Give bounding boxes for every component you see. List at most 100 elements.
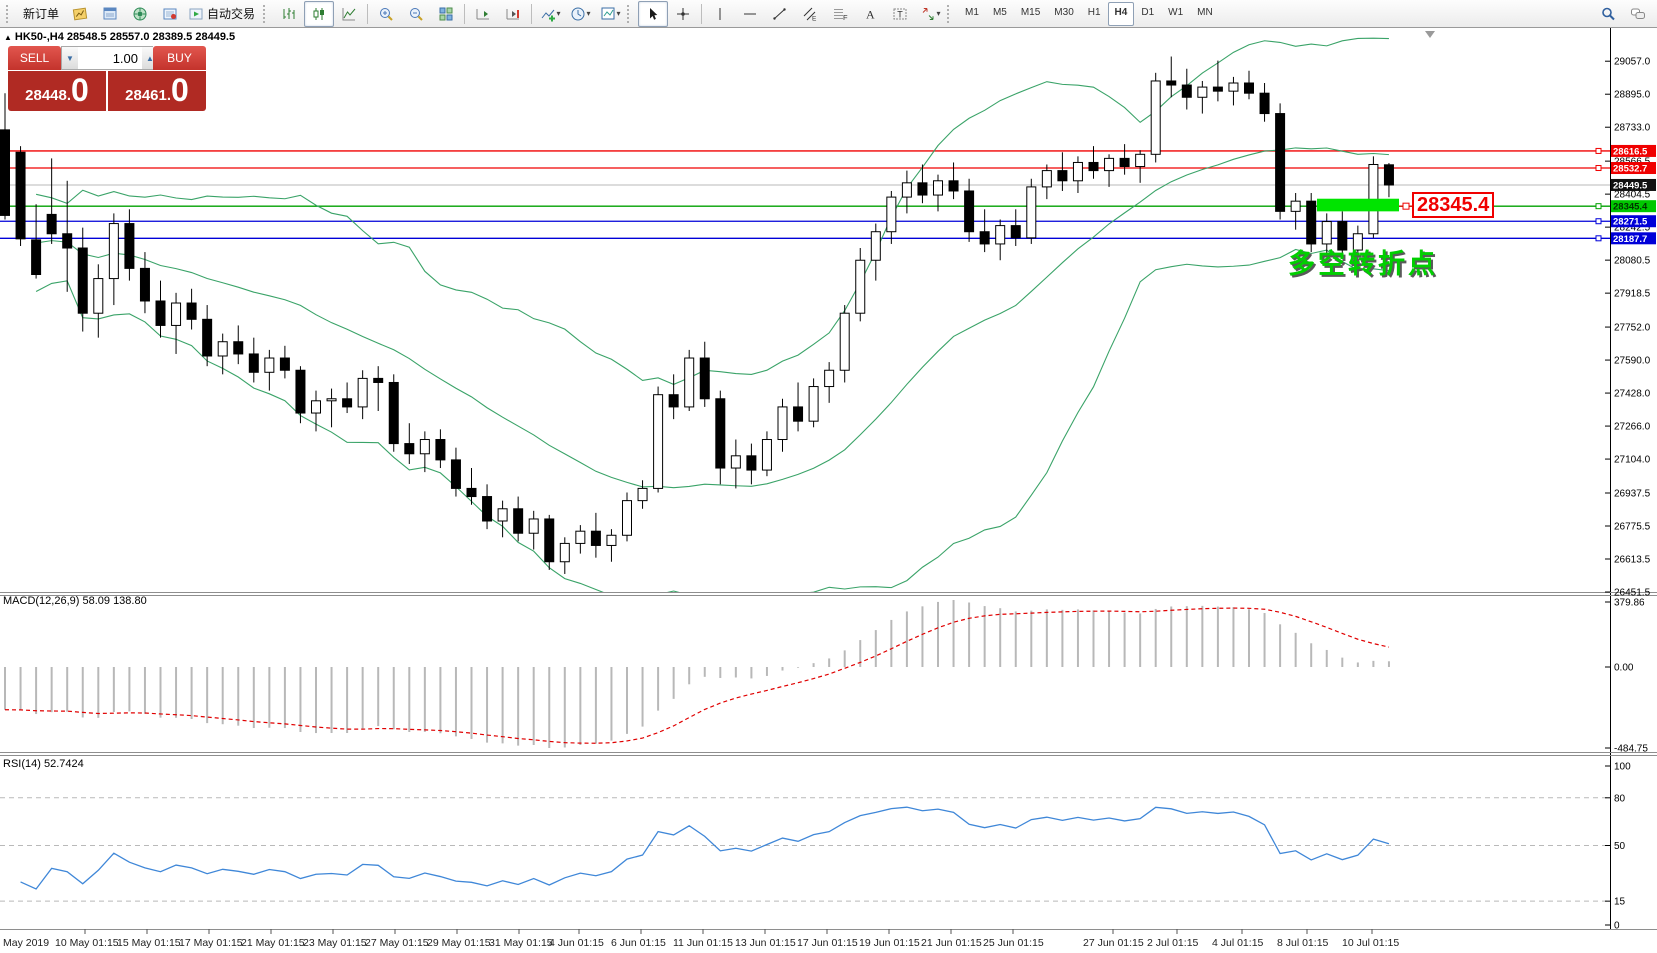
main-plot[interactable]	[0, 37, 1610, 598]
vertical-line-icon	[719, 7, 721, 20]
svg-text:28616.5: 28616.5	[1613, 146, 1648, 157]
tf-mn[interactable]: MN	[1197, 6, 1213, 18]
sell-button[interactable]: SELL	[8, 46, 61, 70]
tile-windows-icon	[439, 7, 453, 20]
line-chart-button[interactable]	[334, 1, 364, 27]
autotrading-icon	[189, 8, 203, 19]
volume-decrease-button[interactable]: ▼	[62, 47, 78, 69]
tf-m30[interactable]: M30	[1054, 6, 1074, 18]
crosshair-button[interactable]	[668, 1, 698, 27]
hline-handle[interactable]	[1595, 218, 1602, 225]
zoom-in-button[interactable]	[371, 1, 401, 27]
chart-shift-marker[interactable]	[1425, 31, 1435, 38]
data-window-button[interactable]	[95, 1, 125, 27]
buy-button[interactable]: BUY	[153, 46, 206, 70]
macd-histogram	[4, 600, 1390, 748]
hline-handle[interactable]	[1595, 235, 1602, 242]
zoom-out-button[interactable]	[401, 1, 431, 27]
tile-windows-button[interactable]	[431, 1, 461, 27]
rsi-axis-tick: 15	[1614, 897, 1626, 908]
cursor-button[interactable]	[638, 0, 669, 27]
search-icon	[1602, 7, 1615, 20]
trendline-icon	[773, 7, 786, 20]
navigator-button[interactable]	[125, 1, 155, 27]
text-label-button[interactable]: T	[885, 1, 915, 27]
candlestick-chart-button[interactable]	[304, 0, 335, 27]
collapse-panel-arrow-icon[interactable]: ▲	[4, 33, 12, 42]
tf-h4[interactable]: H4	[1107, 1, 1135, 26]
horizontal-line-button[interactable]	[735, 1, 765, 27]
terminal-button[interactable]	[155, 1, 185, 27]
rsi-indicator-label: RSI(14) 52.7424	[3, 758, 84, 770]
sell-price-big-digit: 0	[71, 72, 89, 108]
x-axis-label: 13 Jun 01:15	[735, 937, 796, 949]
sell-price-main: 28448	[25, 87, 67, 104]
y-axis-tick: 27752.0	[1614, 323, 1651, 334]
ohlc-values: 28548.5 28557.0 28389.5 28449.5	[66, 31, 236, 43]
autotrading-button[interactable]: 自动交易	[185, 1, 261, 27]
auto-scroll-button[interactable]	[468, 1, 498, 27]
bollinger-lower	[35, 248, 1390, 592]
text-button[interactable]: A	[855, 1, 885, 27]
cursor-icon	[650, 7, 658, 20]
data-window-icon	[103, 7, 117, 19]
chart-shift-button[interactable]	[498, 1, 528, 27]
toolbar-separator	[367, 3, 369, 24]
buy-price-pane[interactable]: 28461. 0	[108, 71, 206, 111]
x-axis-label: 10 May 01:15	[55, 937, 119, 949]
horizontal-line-icon	[744, 13, 757, 14]
trendline-button[interactable]	[765, 1, 795, 27]
zoom-in-icon	[380, 7, 393, 21]
y-axis-tick: 26613.5	[1614, 554, 1651, 565]
green-zone-rectangle[interactable]	[1317, 198, 1399, 212]
new-order-button[interactable]: 新订单	[23, 7, 60, 21]
hline-handle[interactable]	[1595, 203, 1602, 210]
macd-indicator-label: MACD(12,26,9) 58.09 138.80	[3, 595, 147, 607]
fibonacci-button[interactable]: F	[825, 1, 855, 27]
bar-chart-button[interactable]	[274, 1, 304, 27]
chat-button[interactable]	[1623, 1, 1653, 27]
terminal-icon	[163, 8, 177, 19]
text-label-icon: T	[893, 8, 907, 19]
tf-w1[interactable]: W1	[1168, 6, 1184, 18]
templates-button[interactable]: ▾	[595, 1, 625, 27]
chevron-down-icon: ▾	[936, 9, 941, 18]
macd-axis-tick: 379.86	[1614, 598, 1645, 609]
equidistant-channel-button[interactable]: E	[795, 1, 825, 27]
x-axis-label: 15 May 01:15	[117, 937, 181, 949]
search-button[interactable]	[1593, 1, 1623, 27]
callout-anchor	[1402, 202, 1410, 210]
hline-handle[interactable]	[1595, 147, 1602, 154]
tf-m5[interactable]: M5	[992, 6, 1007, 18]
toolbar-separator	[464, 3, 466, 24]
chevron-down-icon: ▾	[586, 9, 591, 18]
chat-icon	[1631, 8, 1645, 19]
y-axis-tick: 26775.5	[1614, 521, 1651, 532]
vertical-line-button[interactable]	[705, 1, 735, 27]
toolbar-grip	[627, 4, 634, 23]
volume-input[interactable]	[78, 47, 142, 69]
toolbar-grip	[263, 4, 270, 23]
market-watch-button[interactable]	[65, 1, 95, 27]
chart-text-annotation[interactable]: 多空转折点	[1288, 249, 1438, 280]
price-callout-label[interactable]: 28345.4	[1412, 192, 1495, 218]
svg-text:28271.5: 28271.5	[1613, 217, 1648, 228]
arrows-button[interactable]: ▾	[915, 1, 945, 27]
tf-m15[interactable]: M15	[1020, 6, 1041, 18]
tf-h1[interactable]: H1	[1087, 6, 1101, 18]
toolbar: 新订单 自动交易 ▾ ▾ ▾ E F A T ▾ M1 M5 M15 M30 H1 H4 D1 W1 MN	[0, 0, 1657, 28]
chevron-down-icon: ▾	[556, 9, 561, 18]
periods-button[interactable]: ▾	[565, 1, 595, 27]
x-axis-label: 17 May 01:15	[179, 937, 243, 949]
y-axis-tick: 27428.0	[1614, 389, 1651, 400]
equidistant-channel-icon: E	[803, 7, 817, 22]
sell-price-pane[interactable]: 28448. 0	[8, 71, 106, 111]
indicators-button[interactable]: ▾	[535, 1, 565, 27]
y-axis-tick: 27266.0	[1614, 422, 1651, 433]
tf-d1[interactable]: D1	[1141, 6, 1155, 18]
text-icon: A	[866, 7, 875, 21]
hline-handle[interactable]	[1595, 165, 1602, 172]
tf-m1[interactable]: M1	[965, 6, 979, 18]
